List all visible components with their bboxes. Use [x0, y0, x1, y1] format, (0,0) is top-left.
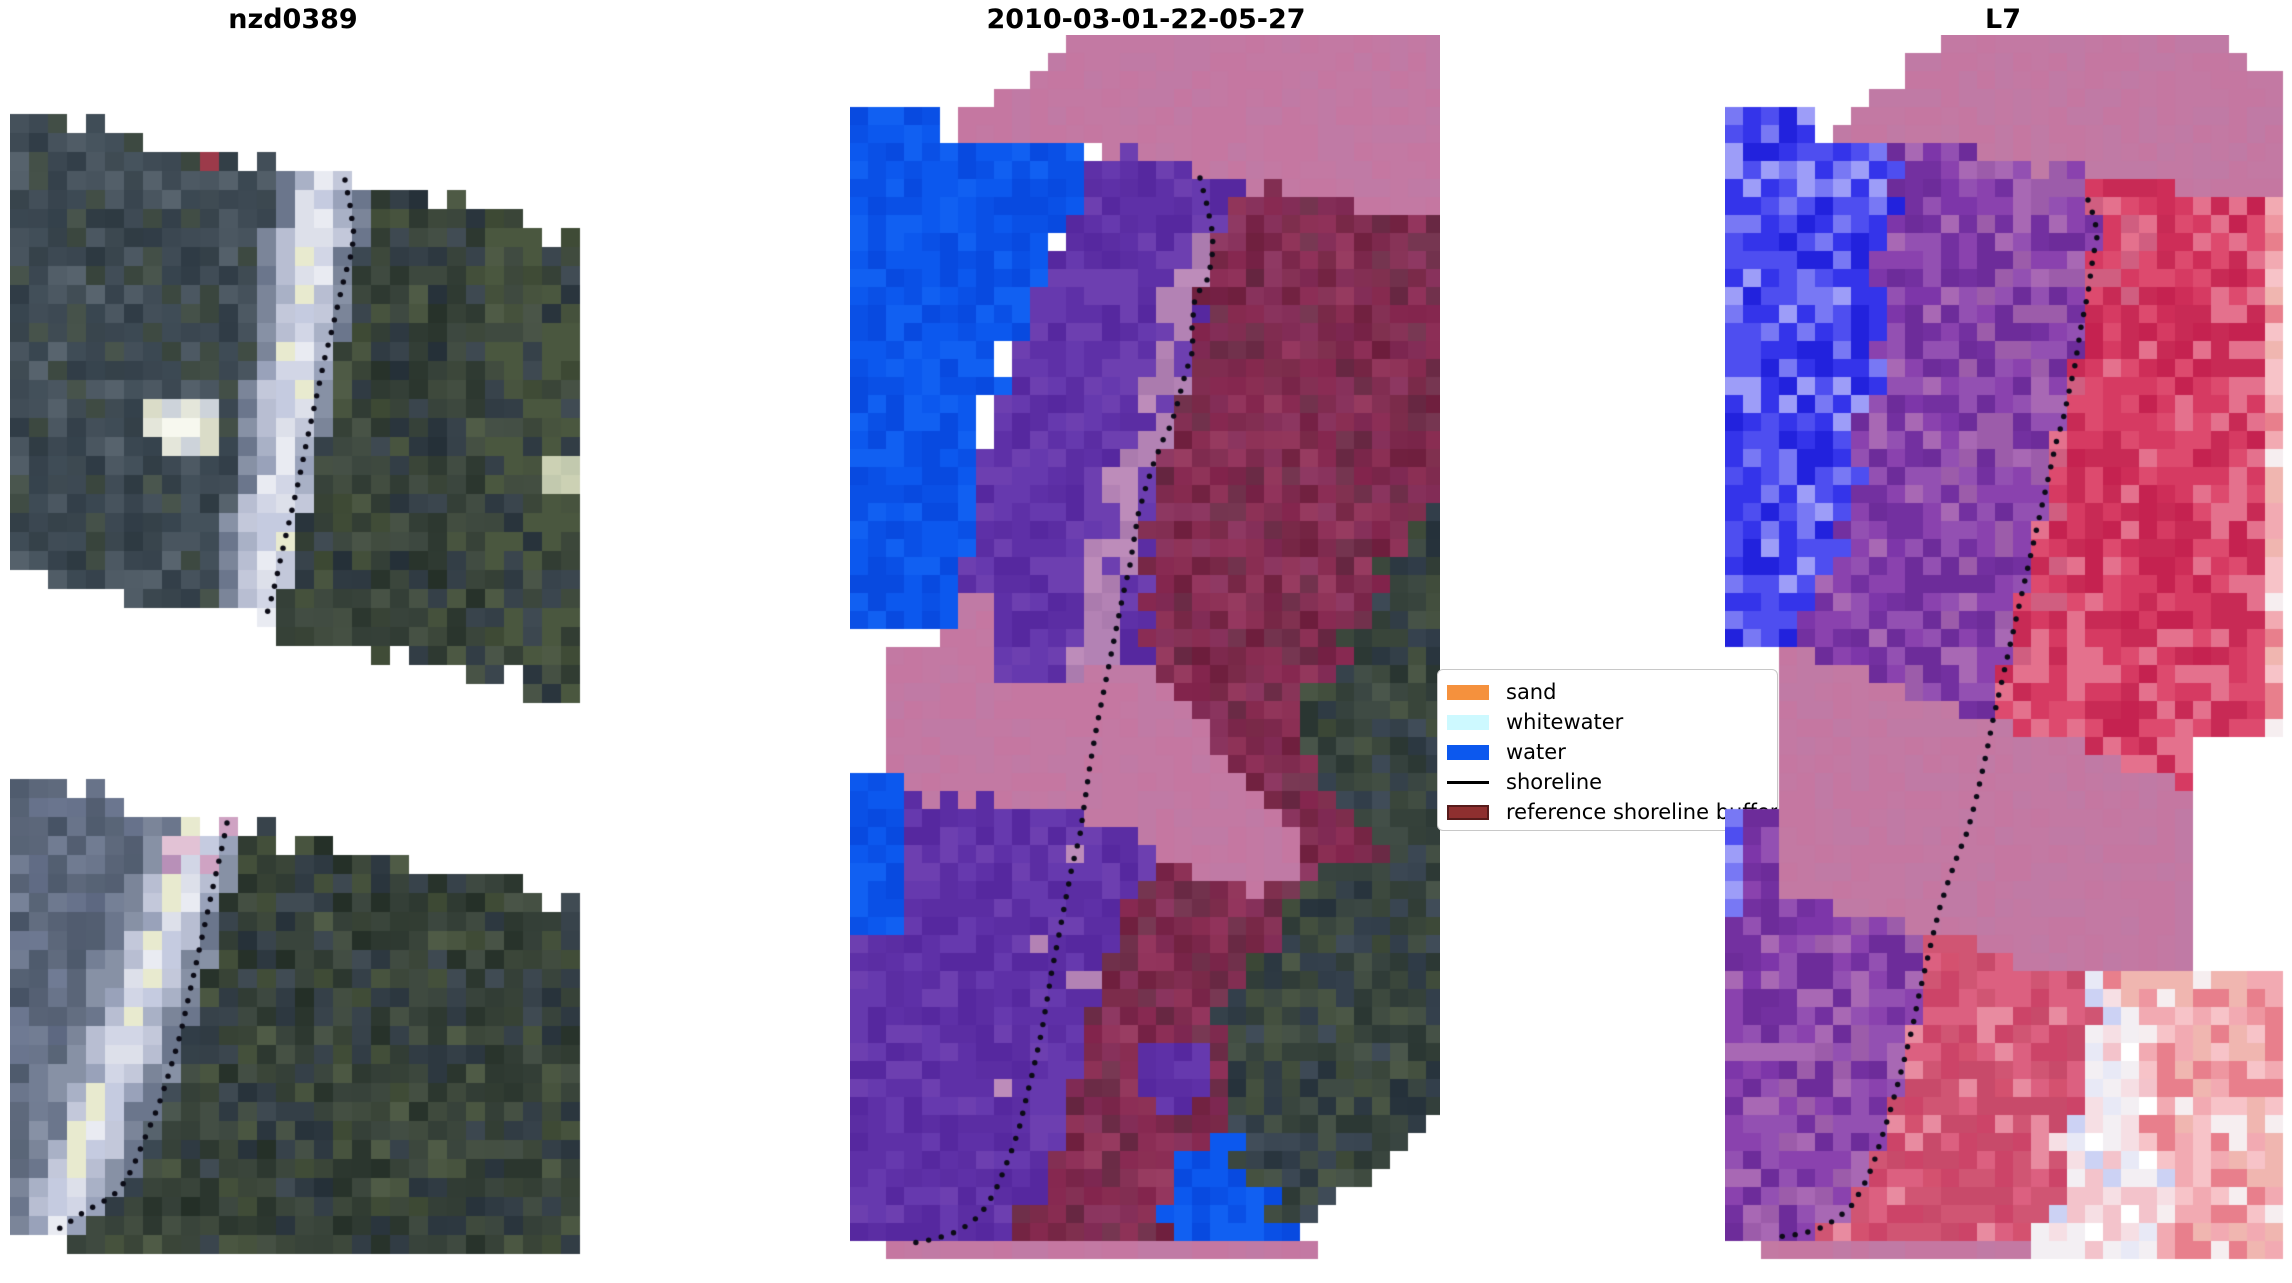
- legend-line-swatch: [1447, 780, 1489, 784]
- legend-item-label: whitewater: [1506, 709, 1624, 734]
- classified-image: [850, 35, 1440, 1267]
- legend-item: sand: [1438, 677, 1777, 707]
- legend-item-label: sand: [1506, 679, 1557, 704]
- legend-item: whitewater: [1438, 707, 1777, 737]
- legend-color-swatch: [1447, 744, 1489, 760]
- legend-item: reference shoreline buffer: [1438, 797, 1777, 827]
- panel-title-left: nzd0389: [228, 4, 358, 35]
- panel-title-right: L7: [1985, 4, 2021, 35]
- false-color-image: [1725, 35, 2285, 1271]
- legend-item-label: reference shoreline buffer: [1506, 799, 1778, 824]
- legend-item: shoreline: [1438, 767, 1777, 797]
- legend: sand whitewater water shoreline reference sh…: [1437, 669, 1778, 831]
- legend-color-swatch: [1447, 714, 1489, 730]
- legend-color-swatch: [1447, 684, 1489, 700]
- legend-item: water: [1438, 737, 1777, 767]
- legend-item-label: shoreline: [1506, 769, 1603, 794]
- legend-item-label: water: [1506, 739, 1566, 764]
- panel-title-middle: 2010-03-01-22-05-27: [986, 4, 1306, 35]
- rgb-satellite-image: [10, 95, 582, 1265]
- legend-color-swatch: [1447, 804, 1489, 820]
